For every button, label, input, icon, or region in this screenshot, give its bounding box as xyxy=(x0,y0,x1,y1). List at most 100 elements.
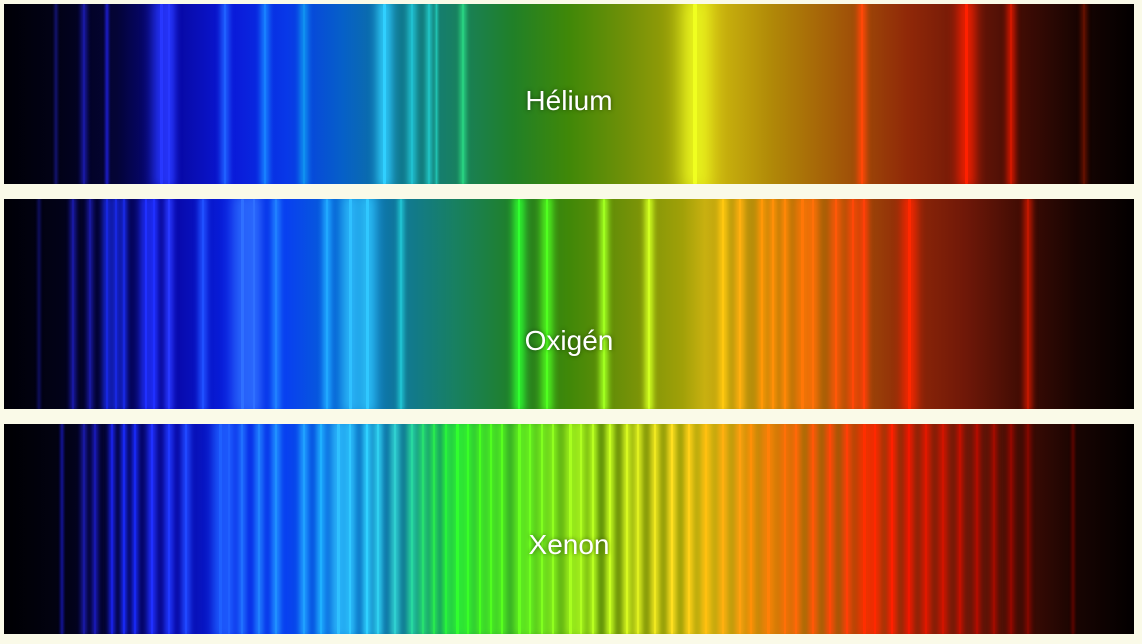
spectral-line xyxy=(337,424,340,634)
spectral-line xyxy=(784,199,786,409)
spectral-line xyxy=(518,424,521,634)
spectral-line xyxy=(320,424,322,634)
spectral-line xyxy=(925,424,927,634)
spectral-line xyxy=(394,424,396,634)
spectral-line xyxy=(739,199,741,409)
spectral-line xyxy=(908,199,911,409)
spectral-line xyxy=(1010,4,1012,184)
spectral-line xyxy=(795,424,797,634)
spectral-line xyxy=(400,199,402,409)
spectra-container: Hélium Oxigén Xenon xyxy=(4,4,1134,640)
spectral-line xyxy=(467,424,469,634)
spectral-line xyxy=(1083,4,1085,184)
spectral-line xyxy=(654,424,656,634)
spectral-lines xyxy=(4,199,1134,409)
spectrum-label: Oxigén xyxy=(525,325,614,357)
spectral-line xyxy=(83,4,85,184)
spectral-line xyxy=(253,199,255,409)
spectral-line xyxy=(94,424,96,634)
spectral-line xyxy=(106,4,108,184)
spectral-line xyxy=(767,424,770,634)
spectral-line xyxy=(863,424,866,634)
spectral-line xyxy=(258,424,260,634)
spectral-line xyxy=(377,424,379,634)
spectral-line xyxy=(1027,424,1029,634)
spectral-line xyxy=(89,199,91,409)
spectral-line xyxy=(942,424,944,634)
spectral-line xyxy=(861,4,863,184)
spectral-line xyxy=(1072,424,1074,634)
spectral-line xyxy=(219,424,222,634)
spectral-line xyxy=(761,199,763,409)
spectrum-label: Hélium xyxy=(525,85,612,117)
spectrum-label: Xenon xyxy=(529,529,610,561)
spectral-line xyxy=(626,424,628,634)
spectral-line xyxy=(160,4,163,184)
spectral-line xyxy=(812,424,814,634)
spectrum-oxygen: Oxigén xyxy=(4,199,1134,409)
spectral-line xyxy=(1027,199,1029,409)
spectral-line xyxy=(433,424,435,634)
spectral-line xyxy=(637,424,639,634)
spectral-line xyxy=(705,424,707,634)
spectral-line xyxy=(55,4,57,184)
spectral-line xyxy=(61,424,63,634)
spectral-line xyxy=(993,424,995,634)
spectral-line xyxy=(185,424,187,634)
spectral-line xyxy=(863,199,865,409)
spectral-line xyxy=(603,199,605,409)
spectral-line xyxy=(750,424,752,634)
spectral-line xyxy=(812,199,814,409)
spectral-line xyxy=(891,424,893,634)
spectral-line xyxy=(275,424,277,634)
spectral-line xyxy=(874,424,876,634)
spectral-line xyxy=(202,199,204,409)
spectral-line xyxy=(224,4,226,184)
spectral-line xyxy=(959,424,961,634)
spectrum-xenon: Xenon xyxy=(4,424,1134,634)
spectral-line xyxy=(846,424,848,634)
spectral-line xyxy=(546,199,548,409)
spectral-line xyxy=(1010,424,1012,634)
spectral-line xyxy=(275,199,277,409)
spectral-line xyxy=(83,424,85,634)
spectral-line xyxy=(241,424,243,634)
spectral-line xyxy=(722,424,724,634)
spectral-line xyxy=(383,4,386,184)
spectral-line xyxy=(168,424,170,634)
spectral-line xyxy=(784,424,786,634)
spectral-line xyxy=(349,199,352,409)
spectral-line xyxy=(106,199,108,409)
spectral-line xyxy=(228,424,230,634)
spectral-line xyxy=(648,199,650,409)
spectral-line xyxy=(134,424,136,634)
spectral-line xyxy=(326,199,328,409)
spectral-line xyxy=(123,424,125,634)
spectral-line xyxy=(976,424,978,634)
spectral-line xyxy=(366,424,368,634)
spectral-line xyxy=(772,199,774,409)
spectral-line xyxy=(490,424,492,634)
spectral-line xyxy=(115,199,117,409)
spectral-line xyxy=(693,4,697,184)
spectral-line xyxy=(908,424,910,634)
spectral-line xyxy=(501,424,503,634)
spectral-line xyxy=(722,199,724,409)
spectral-line xyxy=(168,4,170,184)
spectral-line xyxy=(688,424,690,634)
spectral-line xyxy=(456,424,459,634)
spectral-line xyxy=(303,4,305,184)
spectral-line xyxy=(965,4,968,184)
spectral-line xyxy=(445,424,447,634)
spectral-line xyxy=(462,4,464,184)
spectral-line xyxy=(739,424,741,634)
spectral-line xyxy=(671,424,673,634)
spectral-line xyxy=(72,199,74,409)
spectral-line xyxy=(153,199,155,409)
spectral-line xyxy=(518,199,520,409)
spectral-line xyxy=(123,199,125,409)
spectral-line xyxy=(168,199,170,409)
spectral-line xyxy=(835,199,837,409)
spectral-line xyxy=(145,199,147,409)
spectral-line xyxy=(411,4,413,184)
